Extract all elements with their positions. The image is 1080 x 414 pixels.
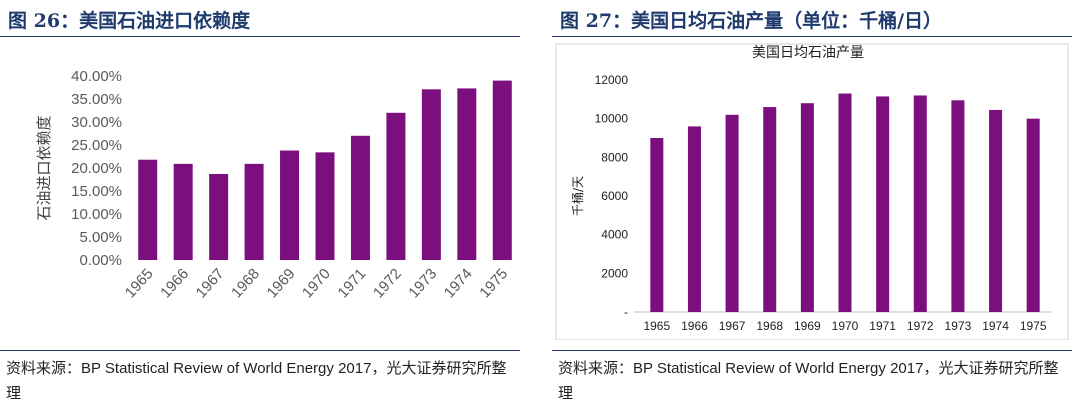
y-axis-label: 石油进口依赖度 [35, 115, 53, 220]
x-tick-label: 1967 [719, 319, 746, 333]
bar [457, 88, 477, 260]
bar [138, 159, 158, 260]
y-tick-label: 4000 [601, 228, 628, 242]
y-tick-label: 20.00% [71, 160, 122, 177]
x-tick-label: 1968 [756, 319, 783, 333]
bar [315, 152, 335, 260]
chart-title: 美国日均石油产量 [752, 45, 864, 61]
bar [725, 114, 739, 312]
y-tick-label: 35.00% [71, 91, 122, 108]
figure-label: 图 27 [560, 10, 613, 32]
x-tick-label: 1966 [157, 265, 192, 301]
y-tick-label: 6000 [601, 189, 628, 203]
source-suffix: ，光大证券研究所整理 [558, 359, 1059, 402]
x-tick-label: 1969 [264, 265, 299, 301]
import-dependence-chart: 0.00% 5.00% 10.00% 15.00% 20.00% 25.00% 30.00%… [35, 68, 512, 301]
bar [244, 163, 264, 260]
figure-title-right: 图 27：美国日均石油产量（单位：千桶/日） [560, 6, 942, 33]
y-tick-label: 12000 [595, 73, 629, 87]
top-rule [552, 36, 1072, 37]
bar [951, 100, 965, 312]
bar [913, 95, 927, 312]
top-rule [0, 36, 520, 37]
x-tick-label: 1973 [405, 265, 440, 301]
bar [421, 89, 441, 260]
bar [800, 103, 814, 312]
y-tick-label: 8000 [601, 150, 628, 164]
source-suffix: ，光大证券研究所整理 [6, 359, 507, 402]
panel-import-dependence: 图 26：美国石油进口依赖度 0.00% 5.00% 10.00% 15.00% 20.… [0, 0, 528, 414]
chart-border [555, 43, 1069, 340]
x-tick-label: 1966 [681, 319, 708, 333]
y-tick-label: 0.00% [79, 252, 122, 269]
x-tick-label: 1969 [794, 319, 821, 333]
y-tick-label: 10.00% [71, 206, 122, 223]
x-tick-label: 1971 [869, 319, 896, 333]
bar [209, 173, 229, 260]
bar [386, 112, 406, 260]
y-tick-label: 25.00% [71, 137, 122, 154]
figure-title-text: 美国石油进口依赖度 [79, 10, 251, 32]
x-tick-label: 1975 [476, 265, 511, 301]
bottom-rule [0, 350, 520, 351]
figure-label: 图 26 [8, 10, 61, 32]
x-tick-label: 1975 [1020, 319, 1047, 333]
x-tick-label: 1971 [334, 265, 369, 301]
x-tick-label: 1972 [907, 319, 934, 333]
bar [838, 93, 852, 313]
x-tick-label: 1965 [643, 319, 670, 333]
figure-title-text: 美国日均石油产量（单位：千桶/日） [631, 10, 943, 32]
source-note-left: 资料来源：BP Statistical Review of World Ener… [6, 356, 518, 406]
x-tick-label: 1974 [441, 265, 476, 301]
bar [650, 138, 664, 312]
bar [1026, 118, 1040, 313]
x-tick-label: 1972 [370, 265, 405, 301]
x-tick-label: 1968 [228, 265, 263, 301]
bar [350, 135, 370, 260]
bar [280, 150, 300, 260]
panel-oil-production: 图 27：美国日均石油产量（单位：千桶/日） 美国日均石油产量 - 2000 4000… [552, 0, 1080, 414]
figure-title-separator: ： [60, 10, 80, 32]
bar [763, 107, 777, 312]
bottom-rule [552, 350, 1072, 351]
bar [492, 80, 512, 260]
oil-production-chart: 美国日均石油产量 - 2000 4000 6000 8000 10000 12000 千桶/天 1… [555, 43, 1069, 340]
figure-title-separator: ： [612, 10, 632, 32]
x-tick-label: 1974 [982, 319, 1009, 333]
bar [989, 109, 1003, 312]
y-tick-label: 15.00% [71, 183, 122, 200]
source-publication: BP Statistical Review of World Energy 20… [633, 360, 924, 377]
x-tick-label: 1970 [299, 265, 334, 301]
x-tick-label: 1970 [832, 319, 859, 333]
source-note-right: 资料来源：BP Statistical Review of World Ener… [558, 356, 1070, 406]
y-axis-label: 千桶/天 [570, 176, 585, 216]
bar [687, 126, 701, 313]
x-tick-label: 1967 [193, 265, 228, 301]
source-prefix: 资料来源： [6, 359, 82, 377]
source-publication: BP Statistical Review of World Energy 20… [81, 360, 372, 377]
y-tick-label: - [624, 305, 628, 319]
source-prefix: 资料来源： [558, 359, 634, 377]
y-tick-label: 2000 [601, 266, 628, 280]
y-tick-label: 5.00% [79, 229, 122, 246]
x-tick-label: 1965 [122, 265, 157, 301]
y-tick-label: 10000 [595, 112, 629, 126]
figure-title-left: 图 26：美国石油进口依赖度 [8, 6, 250, 33]
x-tick-label: 1973 [945, 319, 972, 333]
bar [876, 96, 890, 312]
y-tick-label: 30.00% [71, 114, 122, 131]
y-tick-label: 40.00% [71, 68, 122, 85]
bar [173, 163, 193, 260]
